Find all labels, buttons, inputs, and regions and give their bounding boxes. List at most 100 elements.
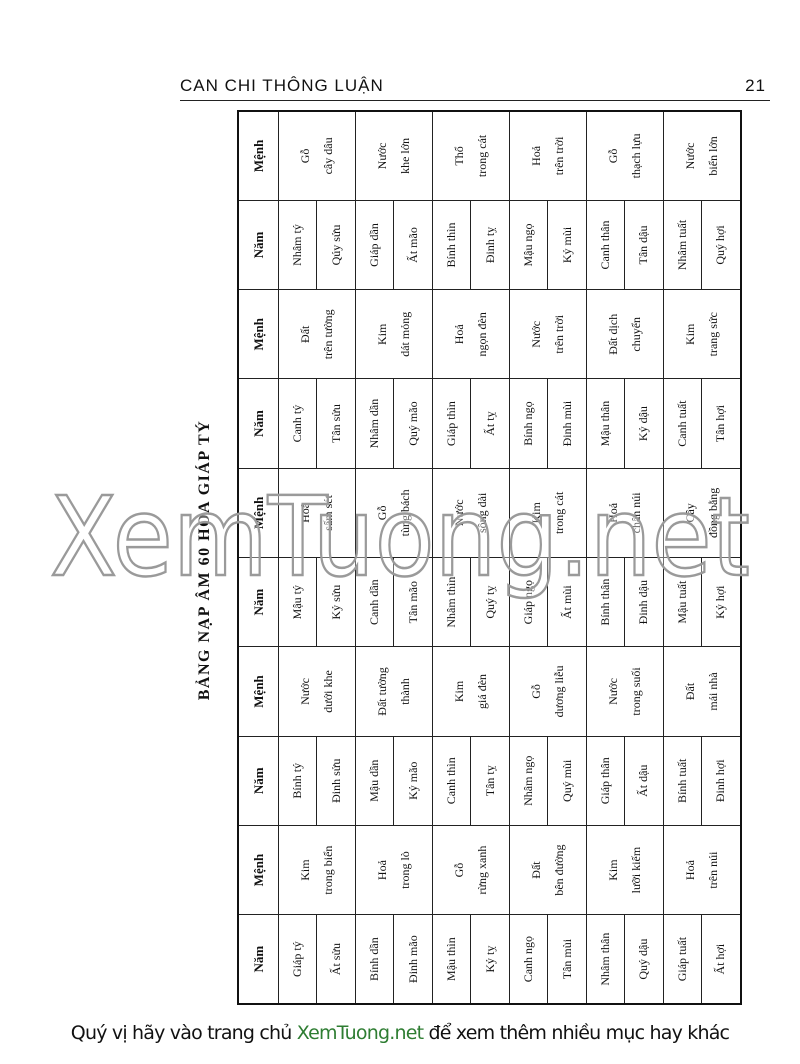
menh-cell: Nước biển lớn	[663, 111, 741, 201]
menh-cell: Nước trên trời	[509, 289, 587, 379]
menh-line: mái nhà	[705, 672, 720, 711]
year-cell: Mậu ngọ	[509, 200, 548, 290]
year-cell: Nhâm tý	[278, 200, 317, 290]
year-cell: Canh ngọ	[509, 914, 548, 1004]
running-header: CAN CHI THÔNG LUẬN 21	[180, 76, 770, 101]
menh-line: trên trời	[551, 314, 566, 354]
menh-line: Gỗ	[528, 684, 543, 699]
column-header: Năm	[238, 914, 279, 1004]
year-cell: Ất dậu	[624, 736, 664, 826]
menh-cell: Gỗ cây dâu	[278, 111, 356, 201]
year-cell: Canh tý	[278, 378, 317, 469]
menh-line: dưới khe	[320, 670, 335, 713]
menh-cell: Nước khe lớn	[355, 111, 433, 201]
menh-line: trên trời	[551, 136, 566, 176]
year-cell: Mậu dần	[355, 736, 394, 826]
page-number: 21	[745, 76, 766, 95]
menh-cell: Kim dát mỏng	[355, 289, 433, 379]
year-cell: Ất mão	[393, 200, 433, 290]
year-cell: Tân sửu	[316, 378, 356, 469]
year-cell: Kỷ mùi	[547, 200, 587, 290]
menh-line: cây dâu	[320, 137, 335, 175]
menh-cell: Đất tường thành	[355, 646, 433, 737]
menh-line: Nước	[374, 142, 389, 170]
menh-cell: Hoả trong lò	[355, 825, 433, 915]
menh-line: ngọn đèn	[474, 312, 489, 357]
menh-cell: Đất trên tường	[278, 289, 356, 379]
menh-cell: Đất bên đường	[509, 825, 587, 915]
year-cell: Giáp tý	[278, 914, 317, 1004]
menh-line: dương liễu	[551, 665, 566, 718]
year-cell: Bính ngọ	[509, 378, 548, 469]
year-cell: Mậu thân	[586, 378, 625, 469]
footer-link[interactable]: XemTuong.net	[296, 1022, 424, 1044]
year-cell: Đinh tỵ	[470, 200, 510, 290]
menh-line: biển lớn	[705, 136, 720, 176]
year-cell: Canh tuất	[663, 378, 702, 469]
menh-line: Nước	[528, 320, 543, 348]
year-cell: Tân dậu	[624, 200, 664, 290]
year-cell: Nhâm thân	[586, 914, 625, 1004]
menh-line: Hoả	[451, 324, 466, 345]
menh-cell: Gỗ dương liễu	[509, 646, 587, 737]
menh-line: Gỗ	[605, 148, 620, 164]
menh-cell: Đất dịch chuyển	[586, 289, 664, 379]
watermark: XemTuong.net	[50, 473, 750, 601]
menh-line: lưỡi kiếm	[628, 846, 643, 894]
year-cell: Bính dần	[355, 914, 394, 1004]
menh-line: Hoả	[528, 145, 543, 166]
menh-cell: Nước trong suối	[586, 646, 664, 737]
menh-cell: Gỗ rừng xanh	[432, 825, 510, 915]
menh-line: Thổ	[451, 146, 466, 166]
menh-line: Đất	[528, 861, 543, 879]
menh-cell: Kim giá đèn	[432, 646, 510, 737]
year-cell: Kỷ tỵ	[470, 914, 510, 1004]
menh-line: giá đèn	[474, 673, 489, 709]
menh-line: rừng xanh	[474, 845, 489, 895]
menh-line: trong cát	[474, 134, 489, 178]
menh-line: thạch lựu	[628, 133, 643, 179]
footer: Quý vị hãy vào trang chủ XemTuong.net để…	[0, 1022, 800, 1044]
footer-text: Quý vị hãy vào trang chủ	[70, 1022, 297, 1044]
year-cell: Tân hợi	[701, 378, 741, 469]
menh-line: Nước	[682, 142, 697, 170]
menh-cell: Kim lưỡi kiếm	[586, 825, 664, 915]
year-cell: Nhâm tuất	[663, 200, 702, 290]
column-header: Mệnh	[238, 111, 279, 201]
year-cell: Ất sửu	[316, 914, 356, 1004]
year-cell: Đinh hợi	[701, 736, 741, 826]
year-cell: Kỷ mão	[393, 736, 433, 826]
year-cell: Canh thân	[586, 200, 625, 290]
menh-line: chuyển	[628, 316, 643, 352]
menh-line: trong biển	[320, 845, 335, 895]
year-cell: Bính tý	[278, 736, 317, 826]
menh-line: trang sức	[705, 312, 720, 357]
menh-line: Đất tường	[374, 667, 389, 716]
year-cell: Quý hợi	[701, 200, 741, 290]
menh-line: thành	[397, 678, 412, 705]
menh-line: Hoả	[682, 860, 697, 881]
watermark-layer: XemTuong.net	[49, 472, 752, 603]
footer-text: để xem thêm nhiều mục hay khác	[423, 1022, 731, 1044]
menh-line: trên tường	[320, 309, 335, 360]
year-cell: Ất tỵ	[470, 378, 510, 469]
year-cell: Canh thìn	[432, 736, 471, 826]
menh-line: Kim	[374, 323, 389, 345]
year-cell: Qúy sửu	[316, 200, 356, 290]
menh-line: Nước	[297, 678, 312, 705]
menh-line: Kim	[605, 859, 620, 881]
menh-line: Nước	[605, 678, 620, 705]
year-cell: Tân mùi	[547, 914, 587, 1004]
menh-line: khe lớn	[397, 137, 412, 174]
year-cell: Bính tuất	[663, 736, 702, 826]
menh-cell: Kim trong biển	[278, 825, 356, 915]
year-cell: Giáp thìn	[432, 378, 471, 469]
year-cell: Quý mùi	[547, 736, 587, 826]
year-cell: Giáp dần	[355, 200, 394, 290]
menh-line: Đất	[682, 682, 697, 701]
year-cell: Mậu thìn	[432, 914, 471, 1004]
column-header: Mệnh	[238, 646, 279, 737]
menh-line: Hoả	[374, 860, 389, 881]
column-header: Năm	[238, 200, 279, 290]
